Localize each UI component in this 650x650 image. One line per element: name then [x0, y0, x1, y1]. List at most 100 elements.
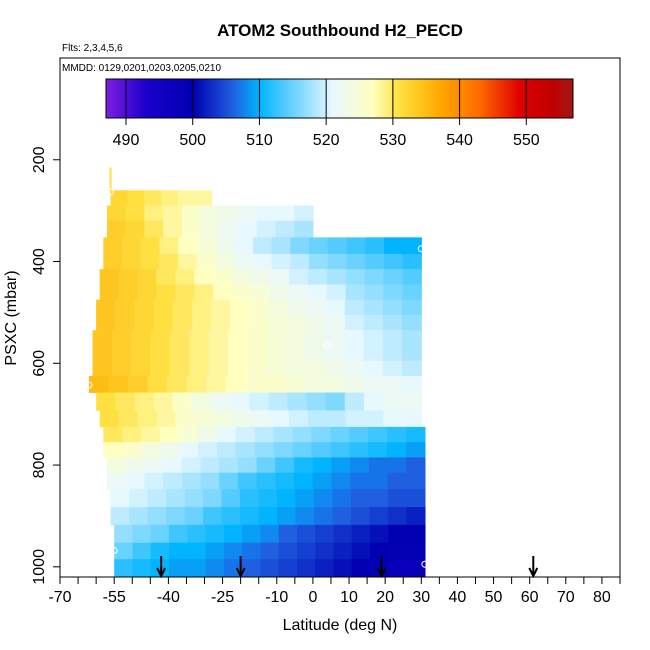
heatmap-cell: [363, 314, 384, 331]
x-tick-label: 0: [308, 589, 317, 606]
heatmap-cell: [331, 457, 351, 474]
heatmap-cell: [187, 559, 207, 578]
heatmap-cell: [163, 205, 183, 222]
heatmap-cell: [313, 507, 334, 526]
heatmap-cell: [311, 426, 331, 443]
heatmap-cell: [363, 345, 384, 362]
heatmap-cell: [159, 237, 179, 255]
heatmap-cell: [260, 559, 280, 578]
heatmap-cell: [132, 559, 152, 578]
heatmap-cell: [312, 457, 332, 474]
heatmap-cell: [234, 237, 254, 255]
heatmap-cell: [382, 330, 403, 346]
heatmap-cell: [292, 426, 313, 443]
heatmap-cell: [402, 299, 422, 316]
observation-marker: [110, 547, 118, 555]
heatmap-cell: [388, 524, 408, 544]
heatmap-cell: [343, 345, 364, 362]
heatmap-cell: [271, 237, 291, 255]
heatmap-cell: [203, 507, 223, 526]
heatmap-cell: [249, 314, 269, 331]
heatmap-cell: [106, 472, 127, 490]
heatmap-cell: [269, 410, 290, 428]
heatmap-cell: [110, 190, 129, 206]
heatmap-cell: [332, 507, 352, 526]
heatmap-cell: [147, 489, 167, 508]
heatmap-cell: [349, 442, 369, 458]
heatmap-cell: [187, 542, 207, 560]
heatmap-cell: [137, 410, 158, 428]
heatmap-cell: [144, 190, 162, 206]
heatmap-cell: [324, 330, 345, 346]
heatmap-cell: [268, 314, 288, 331]
heatmap-cell: [235, 426, 256, 443]
heatmap-cell: [242, 559, 262, 578]
heatmap-cell: [401, 345, 422, 362]
colorbar-gradient: [105, 78, 574, 119]
heatmap-cell: [210, 314, 231, 331]
heatmap-cell: [325, 314, 346, 331]
heatmap-cell: [256, 205, 277, 222]
heatmap-cell: [346, 253, 366, 270]
heatmap-cell: [292, 442, 313, 458]
heatmap-cell: [370, 524, 389, 544]
heatmap-cell: [288, 410, 309, 428]
y-tick-label: 800: [31, 452, 48, 479]
heatmap-cell: [175, 284, 195, 301]
heatmap-cell: [383, 237, 404, 255]
heatmap-cell: [383, 314, 403, 331]
heatmap-cell: [208, 330, 229, 346]
heatmap-cell: [313, 489, 334, 508]
heatmap-cell: [161, 190, 179, 206]
y-axis-label: PSXC (mbar): [3, 270, 20, 365]
heatmap-cell: [402, 253, 422, 270]
colorbar-tick-label: 530: [380, 132, 407, 149]
heatmap-cell: [200, 205, 220, 222]
heatmap-cell: [153, 314, 174, 331]
heatmap-cell: [245, 376, 266, 393]
heatmap-cell: [144, 472, 164, 490]
heatmap-cell: [92, 345, 113, 362]
heatmap-cell: [131, 345, 152, 362]
heatmap-cell: [402, 237, 422, 255]
heatmap-cell: [285, 330, 306, 346]
heatmap-cell: [362, 376, 383, 393]
heatmap-cell: [227, 330, 248, 346]
heatmap-cell: [266, 360, 287, 377]
heatmap-cell: [254, 442, 275, 458]
heatmap-cell: [129, 489, 149, 508]
heatmap-cell: [181, 220, 202, 238]
heatmap-cell: [387, 457, 407, 474]
heatmap-cell: [163, 472, 183, 490]
heatmap-cell: [118, 269, 139, 285]
heatmap-cell: [383, 253, 404, 270]
heatmap-cell: [368, 426, 388, 443]
heatmap-cell: [208, 345, 229, 362]
heatmap-cell: [156, 269, 176, 285]
heatmap-cell: [234, 253, 254, 270]
heatmap-cell: [197, 426, 218, 443]
heatmap-cell: [132, 542, 152, 560]
heatmap-cell: [205, 524, 225, 544]
heatmap-cell: [307, 284, 328, 301]
heatmap-cell: [311, 442, 331, 458]
heatmap-cell: [249, 392, 269, 411]
heatmap-cell: [127, 190, 145, 206]
heatmap-cell: [189, 360, 210, 377]
heatmap-cell: [345, 269, 366, 285]
heatmap-cell: [242, 524, 262, 544]
heatmap-cell: [247, 330, 268, 346]
colorbar: 490 500 510 520 530 540 550: [105, 78, 574, 149]
heatmap-cell: [383, 269, 403, 285]
heatmap-cell: [293, 457, 314, 474]
heatmap-cell: [278, 542, 298, 560]
heatmap-cell: [181, 457, 202, 474]
x-tick-label: 30: [412, 589, 430, 606]
heatmap-cell: [221, 489, 241, 508]
heatmap-cell: [278, 524, 298, 544]
heatmap-cell: [238, 220, 258, 238]
heatmap-cell: [200, 472, 220, 490]
heatmap-cell: [287, 299, 308, 316]
heatmap-cell: [266, 345, 287, 362]
